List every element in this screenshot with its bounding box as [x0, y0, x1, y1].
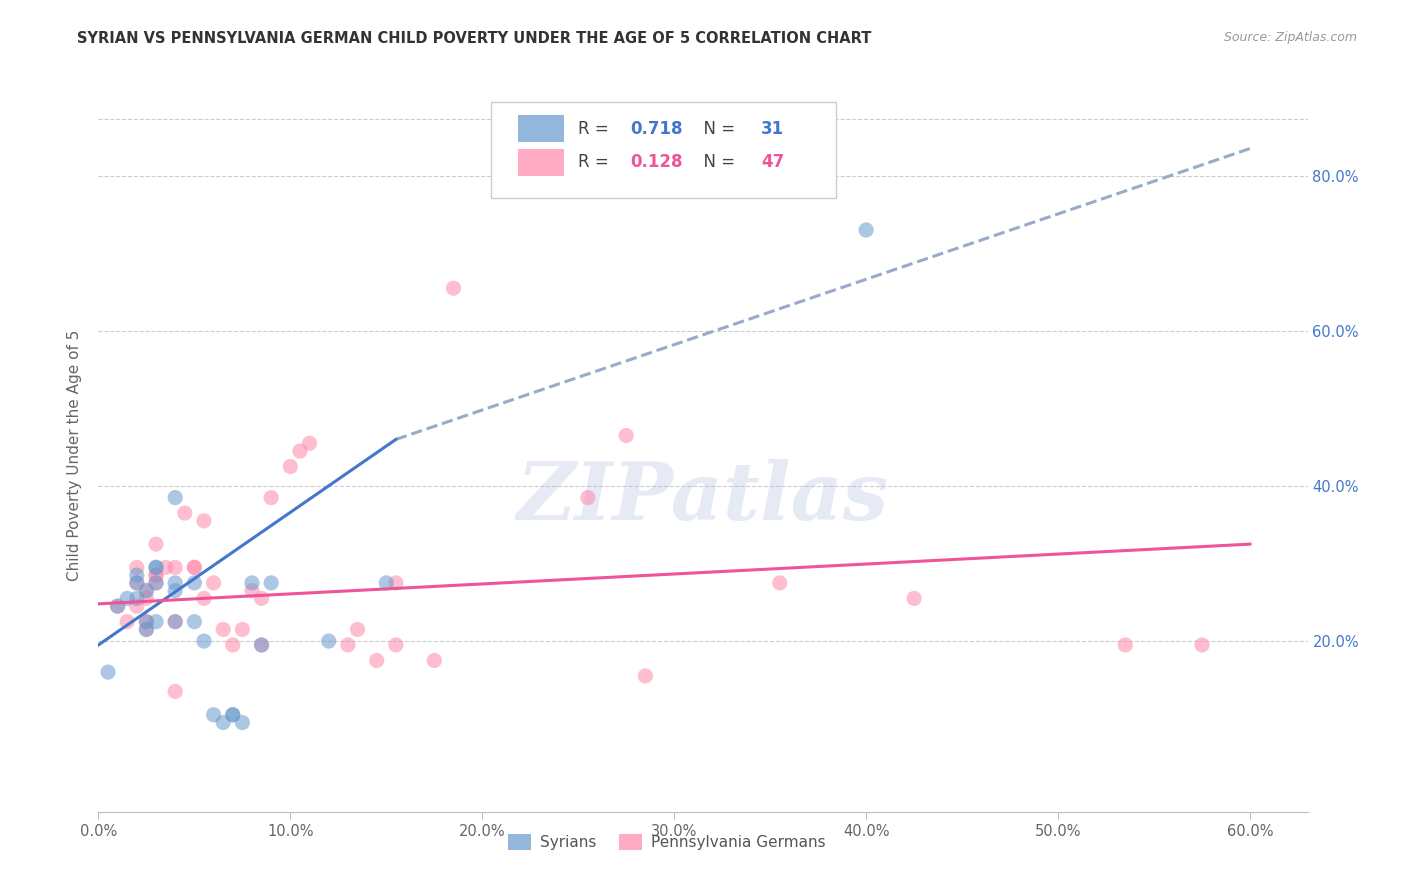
Point [346, 623, 368, 637]
Point [165, 491, 187, 505]
Point [135, 583, 157, 598]
Text: 47: 47 [761, 153, 785, 171]
Point [165, 615, 187, 629]
Point [336, 638, 359, 652]
Point [165, 684, 187, 698]
Y-axis label: Child Poverty Under the Age of 5: Child Poverty Under the Age of 5 [67, 329, 83, 581]
Point [1114, 638, 1136, 652]
Point [173, 506, 195, 520]
Point [318, 634, 340, 648]
Point [250, 591, 273, 606]
Point [385, 575, 408, 590]
Point [145, 568, 167, 582]
Point [385, 638, 408, 652]
Point [135, 615, 157, 629]
Point [125, 575, 148, 590]
Point [183, 615, 205, 629]
Point [193, 634, 215, 648]
Point [222, 707, 245, 722]
Point [145, 568, 167, 582]
Point [115, 591, 138, 606]
Point [375, 575, 398, 590]
Point [298, 436, 321, 450]
Point [125, 568, 148, 582]
Point [202, 707, 225, 722]
Point [125, 599, 148, 614]
Point [260, 491, 283, 505]
Point [423, 653, 446, 667]
Point [769, 575, 792, 590]
Point [165, 583, 187, 598]
Point [614, 428, 637, 442]
Point [231, 715, 253, 730]
Point [145, 575, 167, 590]
Text: Source: ZipAtlas.com: Source: ZipAtlas.com [1223, 31, 1357, 45]
Text: N =: N = [693, 153, 741, 171]
Point [107, 599, 129, 614]
Point [222, 707, 245, 722]
Point [366, 653, 388, 667]
Point [250, 638, 273, 652]
Point [165, 575, 187, 590]
Bar [517, 149, 564, 176]
Point [240, 575, 263, 590]
Point [145, 560, 167, 574]
Point [155, 560, 177, 574]
Point [115, 615, 138, 629]
Point [634, 669, 657, 683]
Text: R =: R = [578, 120, 614, 137]
Text: SYRIAN VS PENNSYLVANIA GERMAN CHILD POVERTY UNDER THE AGE OF 5 CORRELATION CHART: SYRIAN VS PENNSYLVANIA GERMAN CHILD POVE… [77, 31, 872, 46]
Point [250, 638, 273, 652]
Text: N =: N = [693, 120, 741, 137]
Point [222, 638, 245, 652]
Text: R =: R = [578, 153, 614, 171]
Point [135, 623, 157, 637]
Point [260, 575, 283, 590]
Point [193, 514, 215, 528]
Point [443, 281, 465, 295]
Point [135, 615, 157, 629]
Point [903, 591, 925, 606]
Point [288, 444, 311, 458]
Point [193, 591, 215, 606]
Point [231, 623, 253, 637]
Point [135, 623, 157, 637]
Point [855, 223, 877, 237]
Point [183, 560, 205, 574]
Point [1191, 638, 1213, 652]
Point [212, 715, 235, 730]
Point [240, 583, 263, 598]
Text: 31: 31 [761, 120, 785, 137]
Point [212, 623, 235, 637]
FancyBboxPatch shape [492, 102, 837, 198]
Bar [517, 115, 564, 143]
Point [107, 599, 129, 614]
Point [125, 575, 148, 590]
Point [97, 665, 120, 679]
Point [135, 591, 157, 606]
Text: 0.718: 0.718 [630, 120, 683, 137]
Point [125, 591, 148, 606]
Point [165, 615, 187, 629]
Text: 0.128: 0.128 [630, 153, 683, 171]
Point [145, 575, 167, 590]
Point [183, 560, 205, 574]
Point [183, 575, 205, 590]
Point [145, 615, 167, 629]
Point [202, 575, 225, 590]
Point [280, 459, 302, 474]
Point [145, 560, 167, 574]
Point [165, 560, 187, 574]
Point [125, 560, 148, 574]
Point [135, 583, 157, 598]
Point [576, 491, 599, 505]
Point [145, 537, 167, 551]
Legend: Syrians, Pennsylvania Germans: Syrians, Pennsylvania Germans [501, 826, 834, 857]
Text: ZIPatlas: ZIPatlas [517, 459, 889, 536]
